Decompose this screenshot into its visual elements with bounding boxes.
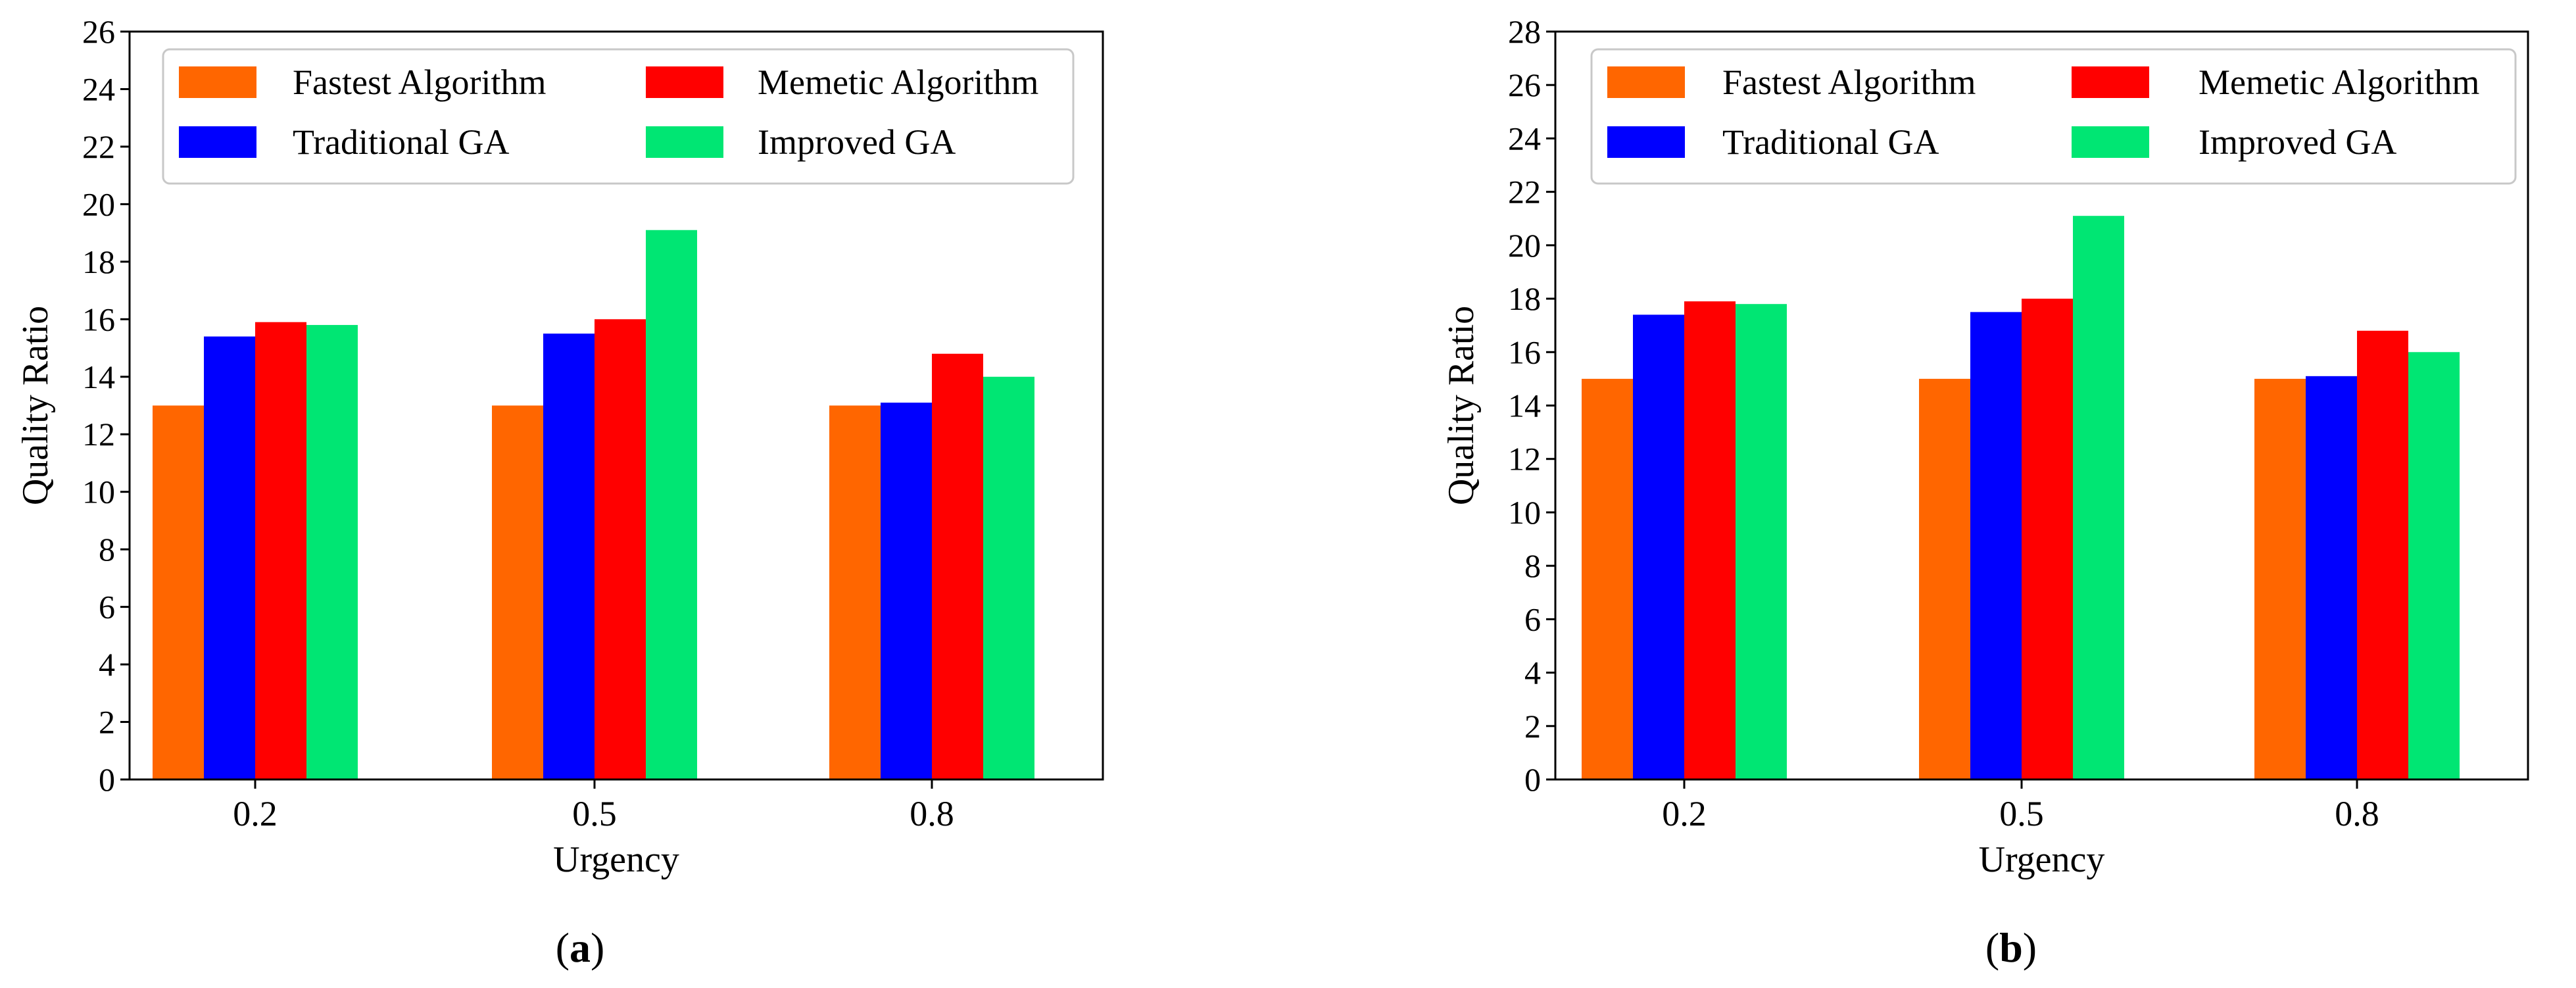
legend-swatch bbox=[179, 66, 256, 98]
bar-improved-ga-0.8 bbox=[983, 376, 1034, 779]
y-tick-label: 4 bbox=[1524, 655, 1541, 691]
y-tick-label: 6 bbox=[99, 589, 115, 626]
y-tick-label: 28 bbox=[1508, 13, 1541, 50]
bar-memetic-algorithm-0.2 bbox=[1684, 301, 1736, 779]
bar-fastest-algorithm-0.2 bbox=[1582, 378, 1633, 779]
bar-traditional-ga-0.8 bbox=[881, 403, 932, 779]
legend-swatch bbox=[646, 66, 723, 98]
bar-improved-ga-0.5 bbox=[646, 230, 697, 779]
y-axis-label: Quality Ratio bbox=[15, 306, 56, 505]
bar-fastest-algorithm-0.5 bbox=[1919, 378, 1970, 779]
legend-label: Traditional GA bbox=[293, 122, 510, 162]
legend-swatch bbox=[1607, 126, 1685, 158]
bar-fastest-algorithm-0.2 bbox=[153, 405, 204, 779]
x-axis-label: Urgency bbox=[553, 839, 679, 880]
y-tick-label: 26 bbox=[1508, 66, 1541, 103]
y-tick-label: 14 bbox=[1508, 387, 1541, 424]
bar-improved-ga-0.5 bbox=[2073, 216, 2124, 779]
bar-memetic-algorithm-0.5 bbox=[2022, 299, 2073, 780]
legend-label: Memetic Algorithm bbox=[758, 62, 1038, 102]
y-tick-label: 12 bbox=[82, 416, 115, 453]
legend-swatch bbox=[179, 126, 256, 158]
legend-label: Improved GA bbox=[2199, 122, 2396, 162]
y-tick-label: 20 bbox=[82, 185, 115, 222]
y-tick-label: 2 bbox=[1524, 708, 1541, 745]
legend-label: Fastest Algorithm bbox=[1722, 62, 1976, 102]
legend-swatch bbox=[1607, 66, 1685, 98]
bar-fastest-algorithm-0.8 bbox=[829, 405, 881, 779]
y-tick-label: 24 bbox=[82, 70, 115, 107]
y-tick-label: 16 bbox=[1508, 333, 1541, 370]
legend-box bbox=[1590, 48, 2517, 185]
y-tick-label: 8 bbox=[99, 531, 115, 568]
x-tick-label: 0.2 bbox=[233, 794, 278, 833]
y-tick-label: 2 bbox=[99, 704, 115, 741]
y-tick-label: 6 bbox=[1524, 601, 1541, 637]
x-tick-label: 0.5 bbox=[572, 794, 617, 833]
bar-traditional-ga-0.2 bbox=[204, 336, 255, 779]
x-tick-label: 0.8 bbox=[910, 794, 954, 833]
bar-traditional-ga-0.5 bbox=[543, 333, 595, 779]
y-tick-label: 16 bbox=[82, 301, 115, 337]
caption-close-paren: ) bbox=[2023, 924, 2037, 971]
y-tick-label: 8 bbox=[1524, 547, 1541, 584]
legend-swatch bbox=[2072, 126, 2149, 158]
y-tick-label: 0 bbox=[1524, 761, 1541, 798]
y-tick-label: 18 bbox=[1508, 280, 1541, 317]
bar-traditional-ga-0.8 bbox=[2306, 376, 2357, 779]
legend-label: Fastest Algorithm bbox=[293, 62, 547, 102]
bar-fastest-algorithm-0.5 bbox=[492, 405, 543, 779]
y-tick-label: 22 bbox=[1508, 174, 1541, 210]
x-axis-label: Urgency bbox=[1979, 839, 2105, 880]
bar-memetic-algorithm-0.2 bbox=[255, 322, 306, 779]
caption-letter: b bbox=[1999, 924, 2023, 971]
bar-memetic-algorithm-0.8 bbox=[932, 353, 983, 779]
bar-fastest-algorithm-0.8 bbox=[2254, 378, 2306, 779]
caption-open-paren: ( bbox=[1985, 924, 1999, 971]
legend-label: Traditional GA bbox=[1722, 122, 1939, 162]
y-tick-label: 22 bbox=[82, 128, 115, 165]
y-tick-label: 24 bbox=[1508, 120, 1541, 157]
x-tick-label: 0.2 bbox=[1662, 794, 1707, 833]
y-tick-label: 4 bbox=[99, 646, 115, 683]
bar-traditional-ga-0.5 bbox=[1970, 312, 2022, 779]
y-tick-label: 12 bbox=[1508, 441, 1541, 478]
plot-frame bbox=[128, 30, 1104, 781]
bar-memetic-algorithm-0.8 bbox=[2357, 330, 2408, 779]
bar-improved-ga-0.2 bbox=[1736, 304, 1787, 779]
legend-swatch bbox=[2072, 66, 2149, 98]
legend-swatch bbox=[646, 126, 723, 158]
y-tick-label: 18 bbox=[82, 243, 115, 280]
caption-close-paren: ) bbox=[591, 924, 604, 971]
y-tick-label: 20 bbox=[1508, 227, 1541, 264]
y-tick-label: 10 bbox=[1508, 494, 1541, 531]
legend-label: Memetic Algorithm bbox=[2199, 62, 2479, 102]
panel-caption: (a) bbox=[556, 924, 605, 971]
y-axis-label: Quality Ratio bbox=[1441, 306, 1482, 505]
panel-caption: (b) bbox=[1985, 924, 2037, 971]
y-tick-label: 0 bbox=[99, 761, 115, 798]
legend-label: Improved GA bbox=[758, 122, 956, 162]
bar-improved-ga-0.2 bbox=[306, 325, 358, 779]
y-tick-label: 10 bbox=[82, 474, 115, 510]
bar-improved-ga-0.8 bbox=[2408, 352, 2460, 779]
bar-traditional-ga-0.2 bbox=[1633, 314, 1684, 780]
bar-memetic-algorithm-0.5 bbox=[595, 319, 646, 779]
y-tick-label: 26 bbox=[82, 13, 115, 50]
x-tick-label: 0.8 bbox=[2335, 794, 2379, 833]
legend-box bbox=[162, 48, 1075, 185]
caption-letter: a bbox=[570, 924, 591, 971]
y-tick-label: 14 bbox=[82, 358, 115, 395]
x-tick-label: 0.5 bbox=[1999, 794, 2044, 833]
caption-open-paren: ( bbox=[556, 924, 570, 971]
